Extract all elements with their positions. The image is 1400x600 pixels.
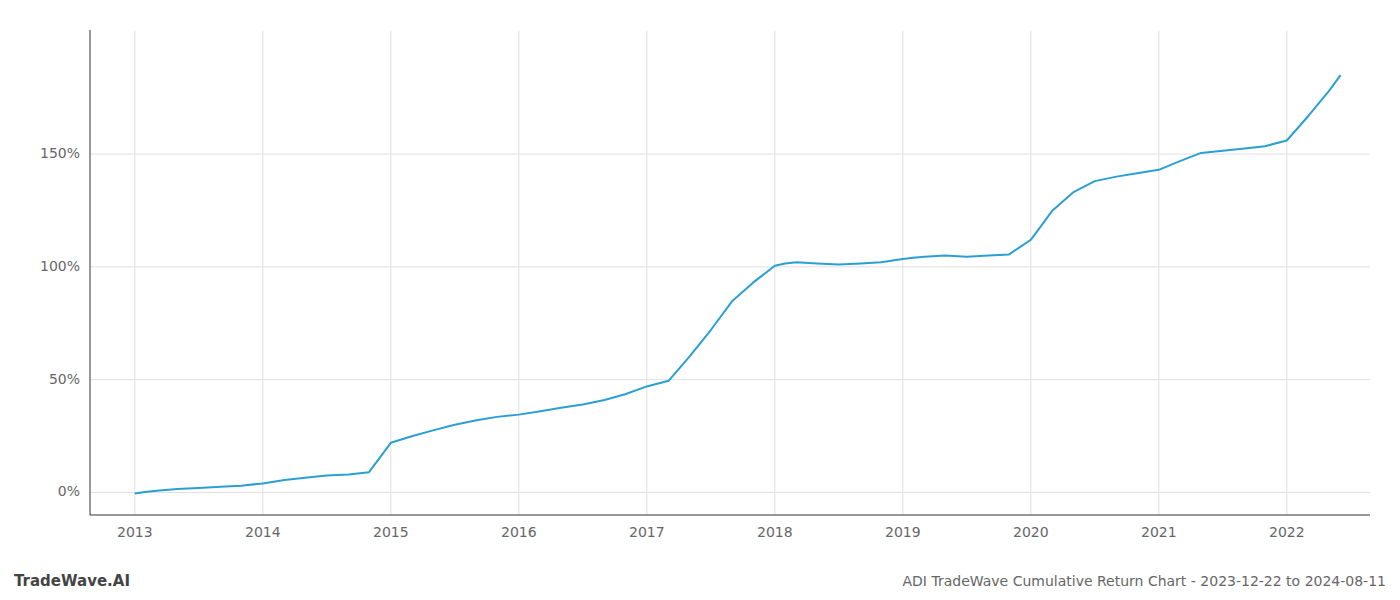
chart: 0% 50% 100% 150% 2013 2014 2015 2016 2017 2018 201…	[0, 0, 1400, 600]
y-tick-label: 0%	[58, 483, 80, 499]
x-tick-label: 2020	[1013, 524, 1049, 540]
y-tick-label: 150%	[40, 145, 80, 161]
y-tick-label: 100%	[40, 258, 80, 274]
x-grid-line	[1286, 30, 1287, 515]
x-grid-line	[134, 30, 135, 515]
y-grid-line	[90, 379, 1370, 380]
x-tick-label: 2021	[1141, 524, 1177, 540]
x-grid-line	[518, 30, 519, 515]
x-tick-label: 2022	[1269, 524, 1305, 540]
x-grid-line	[1030, 30, 1031, 515]
x-tick-label: 2015	[373, 524, 409, 540]
x-tick-label: 2014	[245, 524, 281, 540]
x-grid-line	[262, 30, 263, 515]
y-axis-line	[90, 30, 91, 515]
x-grid-line	[646, 30, 647, 515]
x-grid-line	[1158, 30, 1159, 515]
plot-area	[135, 75, 1341, 493]
series-line	[135, 75, 1341, 493]
y-tick-label: 50%	[49, 371, 80, 387]
y-grid-line	[90, 492, 1370, 493]
x-tick-label: 2017	[629, 524, 665, 540]
grid	[90, 30, 1370, 515]
x-grid-line	[902, 30, 903, 515]
x-tick-label: 2018	[757, 524, 793, 540]
y-grid-line	[90, 154, 1370, 155]
x-tick-label: 2019	[885, 524, 921, 540]
title: ADI TradeWave Cumulative Return Chart - …	[902, 573, 1386, 589]
x-grid-line	[774, 30, 775, 515]
x-tick-label: 2013	[117, 524, 153, 540]
x-axis-line	[90, 515, 1370, 516]
x-tick-label: 2016	[501, 524, 537, 540]
y-grid-line	[90, 266, 1370, 267]
watermark: TradeWave.AI	[14, 572, 130, 590]
